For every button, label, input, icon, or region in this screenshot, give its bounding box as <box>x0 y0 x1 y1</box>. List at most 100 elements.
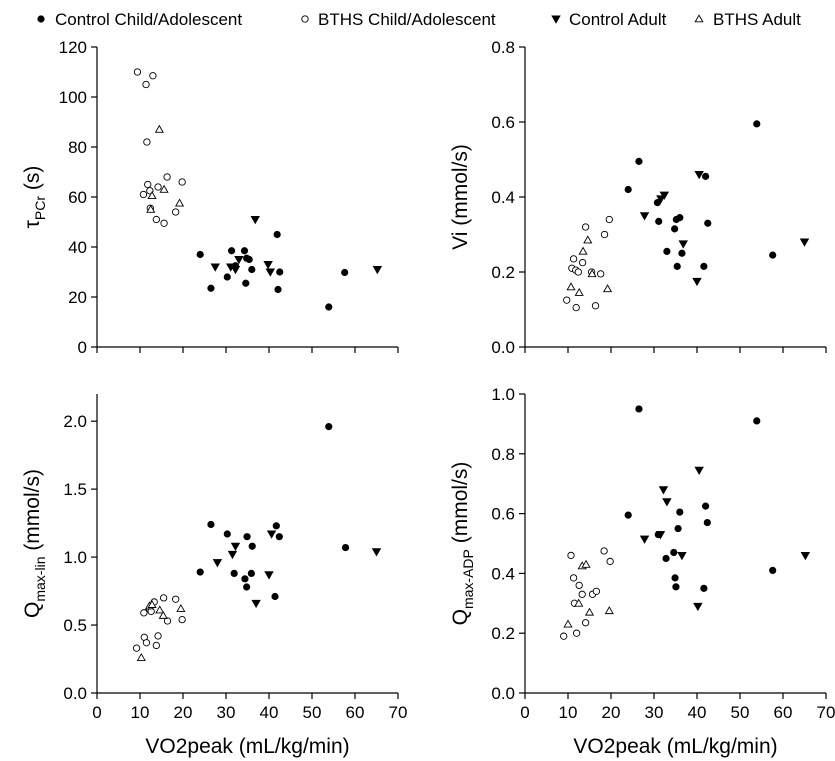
legend-marker <box>301 15 309 23</box>
data-point <box>560 632 568 640</box>
data-point <box>639 212 650 221</box>
data-point <box>223 530 231 538</box>
data-point <box>172 595 180 603</box>
y-tick-label: 100 <box>59 88 87 107</box>
data-point <box>149 72 157 80</box>
data-point <box>163 173 171 181</box>
data-point <box>140 609 148 617</box>
data-point <box>662 498 672 507</box>
data-point <box>701 502 710 510</box>
y-axis-title-unit: (s) <box>21 166 44 196</box>
x-tick-label: 50 <box>303 703 322 722</box>
data-point <box>692 277 702 287</box>
data-point <box>210 263 220 272</box>
y-tick-label: 0 <box>78 338 87 357</box>
data-point <box>581 559 591 568</box>
y-tick-label: 0.4 <box>491 188 515 207</box>
legend: Control Child/Adolescent BTHS Child/Adole… <box>37 10 801 29</box>
data-point <box>139 190 148 199</box>
series-circle-filled <box>624 405 777 592</box>
data-point <box>263 261 273 270</box>
data-point <box>371 548 382 557</box>
data-point <box>574 268 582 276</box>
data-point <box>133 68 142 76</box>
data-point <box>251 599 261 609</box>
y-tick-label: 0.0 <box>491 684 515 703</box>
y-tick-label: 1.0 <box>63 548 87 567</box>
y-tick-label: 2.0 <box>63 412 87 431</box>
data-point <box>635 405 643 413</box>
data-point <box>265 268 276 277</box>
data-point <box>676 508 684 516</box>
data-point <box>605 215 613 224</box>
data-point <box>273 230 281 239</box>
series-circle-open <box>132 594 186 652</box>
data-point <box>639 535 650 544</box>
data-point <box>223 273 231 281</box>
y-tick-label: 0.6 <box>491 113 515 132</box>
x-tick-label: 10 <box>131 703 150 722</box>
data-point <box>196 250 204 259</box>
data-point <box>325 303 333 311</box>
data-point <box>567 551 575 560</box>
series-triangle-up-open <box>566 235 613 296</box>
data-point <box>578 590 586 598</box>
data-point <box>592 587 601 595</box>
data-point <box>581 223 590 231</box>
data-point <box>154 124 164 133</box>
y-tick-label: 0.8 <box>491 445 515 464</box>
y-axis-title-main: Vi <box>449 232 472 250</box>
data-point <box>753 120 761 128</box>
data-point <box>147 191 157 200</box>
data-point <box>704 219 712 227</box>
data-point <box>703 518 711 527</box>
data-point <box>230 569 238 578</box>
y-axis-title-main: Q <box>21 602 44 618</box>
data-point <box>248 265 256 274</box>
x-tick-label: 40 <box>688 703 707 722</box>
x-tick-label: 70 <box>389 703 408 722</box>
data-point <box>799 238 810 247</box>
data-point <box>325 423 333 431</box>
chart-panel-top-left: 0 20 40 60 80 100 120 τPCr (s) <box>21 38 399 357</box>
data-point <box>663 247 671 255</box>
y-tick-label: 60 <box>68 188 87 207</box>
series-triangle-down-filled <box>639 466 811 612</box>
data-point <box>635 157 643 165</box>
y-tick-label: 0.4 <box>491 564 515 583</box>
data-point <box>604 606 614 615</box>
series-triangle-up-open <box>146 124 185 213</box>
data-point <box>700 262 708 270</box>
series-circle-open <box>560 547 614 640</box>
y-tick-label: 0.2 <box>491 263 515 282</box>
data-point <box>230 266 241 275</box>
series-circle-filled <box>196 423 350 601</box>
x-tick-label: 10 <box>559 703 578 722</box>
data-point <box>142 639 151 647</box>
chart-panel-bottom-right: 0 10 20 30 40 50 60 70 0.0 0.2 0.4 0.6 0.8 1.0 Qmax-AD… <box>449 385 835 758</box>
y-tick-label: 40 <box>68 238 87 257</box>
x-tick-label: 50 <box>731 703 750 722</box>
data-point <box>678 249 686 257</box>
data-point <box>227 247 236 255</box>
legend-label: BTHS Child/Adolescent <box>318 10 496 29</box>
data-point <box>662 554 670 563</box>
data-point <box>274 285 282 294</box>
data-point <box>581 619 590 627</box>
data-point <box>563 619 573 628</box>
data-point <box>155 605 165 614</box>
series-triangle-up-open <box>136 599 186 661</box>
data-point <box>671 574 679 582</box>
data-point <box>372 266 383 275</box>
data-point <box>700 584 708 592</box>
data-point <box>152 641 160 650</box>
data-point <box>655 217 663 225</box>
data-point <box>591 302 600 310</box>
y-tick-label: 20 <box>68 288 87 307</box>
series-triangle-up-open <box>563 559 614 628</box>
data-point <box>587 269 597 278</box>
chart-panel-bottom-left: 0 10 20 30 40 50 60 70 0.0 0.5 1.0 1.5 2.0 Qmax-lin (… <box>21 394 407 758</box>
data-point <box>655 531 666 540</box>
y-tick-label: 0.5 <box>63 616 87 635</box>
data-point <box>234 256 244 265</box>
